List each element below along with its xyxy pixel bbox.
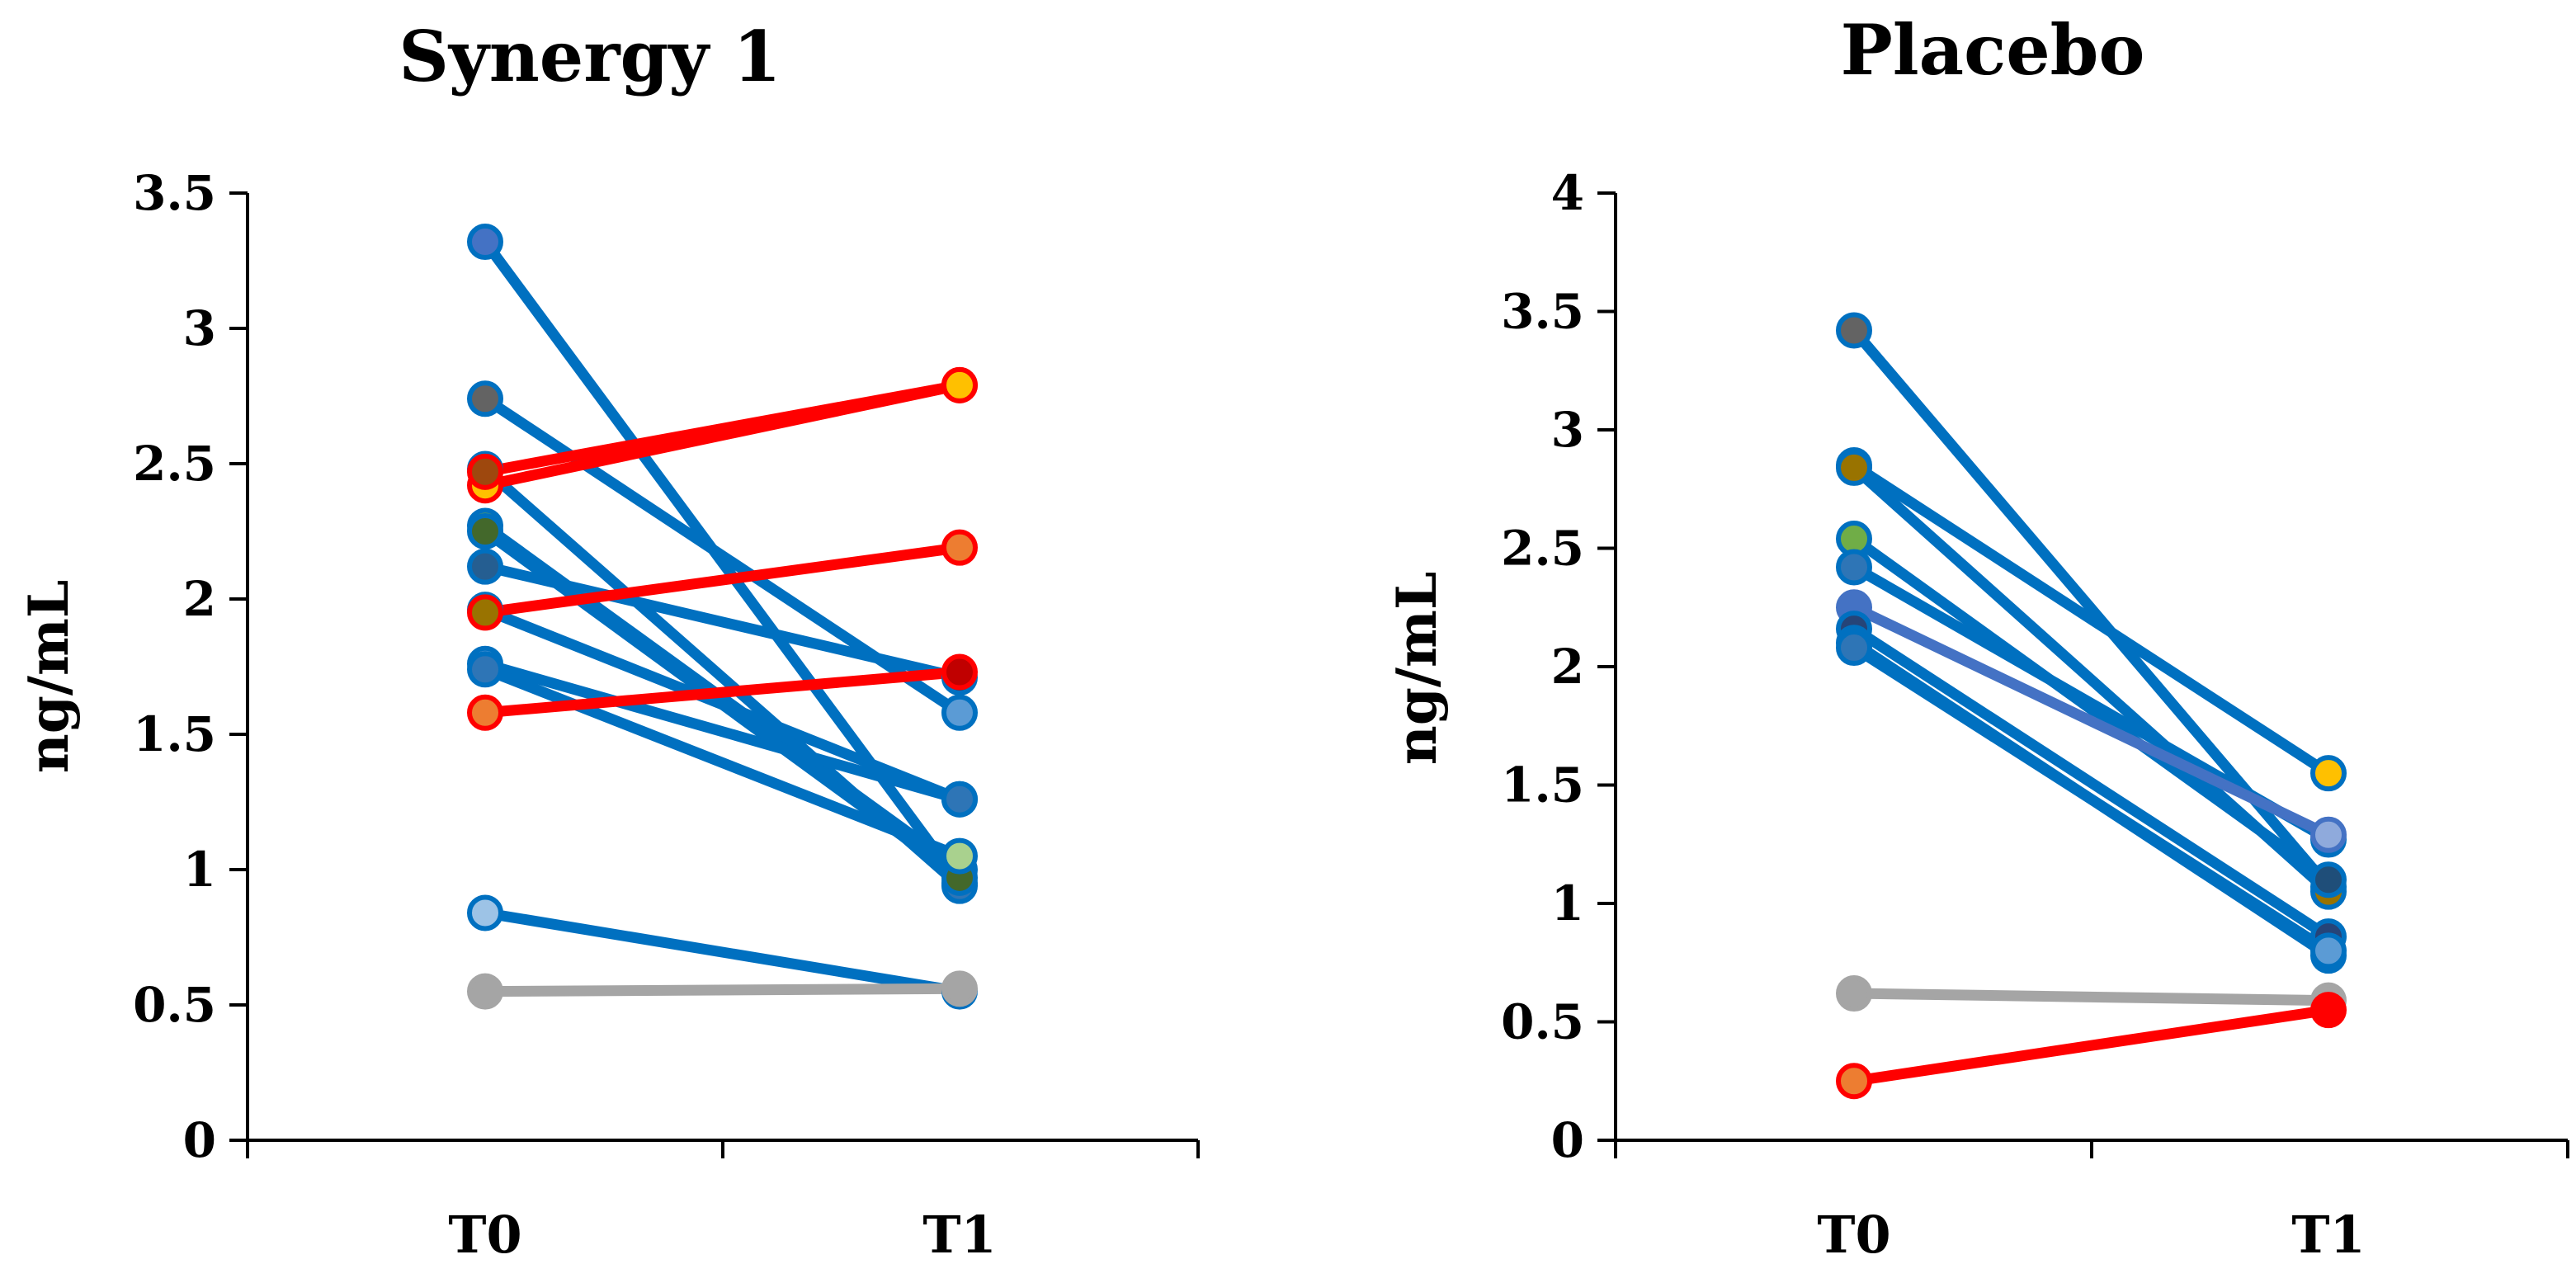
y-tick-label: 0.5 — [1501, 994, 1584, 1050]
y-tick-label: 1.5 — [133, 706, 216, 762]
data-point — [941, 781, 978, 818]
series-line — [479, 983, 965, 998]
data-point — [941, 694, 978, 731]
data-point — [2310, 816, 2347, 853]
data-point — [2310, 861, 2347, 898]
y-axis-title: ng/mL — [1385, 572, 1449, 765]
y-tick-label: 0.5 — [133, 977, 216, 1033]
y-tick-label: 0 — [1551, 1112, 1584, 1168]
panel-placebo: Placebo ng/mL 0 0.5 1 1.5 2 2.5 3 3.5 4 … — [1385, 9, 2569, 1264]
data-point — [467, 380, 503, 417]
x-category-labels: T0 T1 — [1817, 1205, 2365, 1264]
y-tick-label: 2.5 — [1501, 521, 1584, 577]
series-line — [479, 380, 965, 478]
axes — [1597, 191, 2569, 1158]
panel-synergy-1: Synergy 1 ng/mL 0 0.5 1 1.5 2 2.5 3 3.5 … — [17, 16, 1200, 1264]
data-point — [467, 973, 503, 1010]
series-markers — [467, 224, 978, 1010]
data-point — [941, 366, 978, 403]
series-lines — [1848, 324, 2334, 1087]
data-point — [467, 453, 503, 490]
x-category-label: T0 — [448, 1205, 521, 1264]
series-line — [1848, 1004, 2334, 1087]
series-line — [479, 658, 965, 805]
series-line — [1848, 623, 2334, 942]
data-point — [1836, 1063, 1872, 1100]
y-tick-labels: 0 0.5 1 1.5 2 2.5 3 3.5 — [133, 165, 216, 1168]
y-tick-label: 1.5 — [1501, 757, 1584, 814]
y-tick-label: 2 — [1551, 639, 1584, 695]
series-line — [1848, 988, 2334, 1007]
data-point — [467, 548, 503, 585]
y-tick-label: 1 — [1551, 875, 1584, 931]
series-line — [479, 667, 965, 719]
series-line — [479, 663, 965, 862]
y-tick-label: 0 — [183, 1112, 216, 1168]
data-point — [941, 837, 978, 875]
axes — [229, 191, 1200, 1158]
series-line — [1848, 601, 2334, 841]
data-point — [2310, 755, 2347, 792]
y-tick-label: 2.5 — [133, 436, 216, 492]
y-tick-label: 2 — [183, 571, 216, 627]
data-point — [467, 594, 503, 631]
x-category-labels: T0 T1 — [448, 1205, 996, 1264]
series-lines — [479, 236, 965, 998]
series-line — [1848, 460, 2334, 779]
series-line — [479, 542, 965, 618]
data-point — [941, 653, 978, 691]
series-layer — [467, 224, 978, 1010]
data-point — [1836, 549, 1872, 586]
chart-title: Synergy 1 — [399, 16, 781, 97]
x-category-label: T0 — [1817, 1205, 1890, 1264]
chart-title: Placebo — [1841, 9, 2145, 91]
data-point — [1836, 630, 1872, 667]
series-markers — [1836, 312, 2347, 1100]
x-category-label: T1 — [922, 1205, 996, 1264]
y-tick-labels: 0 0.5 1 1.5 2 2.5 3 3.5 4 — [1501, 165, 1584, 1168]
x-category-label: T1 — [2291, 1205, 2365, 1264]
y-axis-title: ng/mL — [17, 580, 81, 773]
data-point — [467, 651, 503, 688]
data-point — [1836, 312, 1872, 349]
y-tick-label: 3.5 — [1501, 284, 1584, 340]
y-tick-label: 4 — [1551, 165, 1584, 221]
series-line — [479, 907, 965, 998]
series-line — [1848, 642, 2334, 956]
series-layer — [1836, 312, 2347, 1100]
y-tick-label: 1 — [183, 842, 216, 898]
data-point — [1836, 449, 1872, 486]
data-point — [2310, 932, 2347, 969]
data-point — [467, 224, 503, 261]
y-tick-label: 3 — [183, 300, 216, 356]
data-point — [941, 529, 978, 566]
data-point — [467, 894, 503, 931]
data-point — [941, 970, 978, 1007]
data-point — [467, 513, 503, 549]
y-tick-label: 3.5 — [133, 165, 216, 221]
y-tick-label: 3 — [1551, 402, 1584, 458]
data-point — [2310, 992, 2347, 1029]
data-point — [1836, 975, 1872, 1012]
data-point — [467, 694, 503, 731]
